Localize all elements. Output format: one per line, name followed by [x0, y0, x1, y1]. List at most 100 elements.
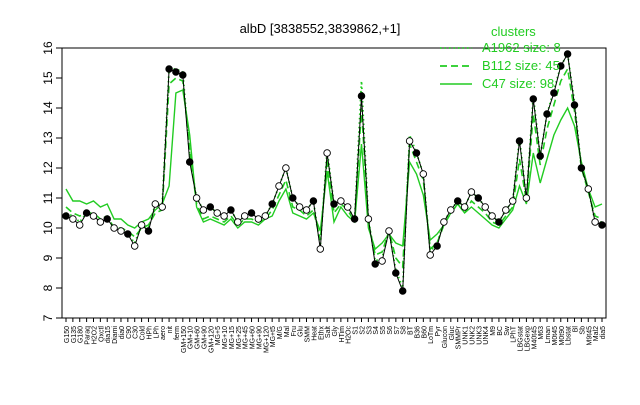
- x-tick-label: Bl: [573, 326, 580, 333]
- x-tick-label: aero: [160, 326, 167, 340]
- x-tick-label: S1: [353, 326, 360, 335]
- x-tick-label: Glucon: [442, 326, 449, 348]
- x-tick-label: G150: [64, 326, 71, 343]
- x-tick-label: GM+120: [208, 326, 215, 353]
- data-point: [117, 227, 125, 235]
- data-point: [447, 206, 455, 214]
- legend: clusters A1962 size: 8 B112 size: 45 C47 s…: [440, 24, 561, 91]
- legend-label-b112: B112 size: 45: [482, 58, 560, 73]
- data-point: [158, 203, 166, 211]
- y-tick-label: 9: [41, 254, 55, 261]
- x-tick-label: B60: [421, 326, 428, 339]
- x-tick-label: UNK1: [463, 326, 470, 345]
- x-tick-label: Sw: [504, 325, 511, 336]
- data-point: [508, 197, 517, 205]
- data-point: [460, 203, 469, 211]
- data-point: [481, 203, 489, 211]
- x-axis: G150 G135 G180 Paraq H2O2 Oxctl dia15 Diami dia0…: [64, 318, 607, 353]
- x-tick-label: Diami: [112, 326, 119, 344]
- data-point: [515, 137, 524, 145]
- series-line-b112: [65, 66, 603, 270]
- data-point: [495, 218, 503, 226]
- data-point: [453, 197, 462, 205]
- y-tick-label: 8: [41, 284, 55, 291]
- data-point: [529, 95, 538, 103]
- data-point: [165, 65, 173, 73]
- data-point: [364, 215, 373, 223]
- data-point: [275, 182, 283, 190]
- data-point: [62, 212, 70, 220]
- x-tick-label: dia15: [105, 326, 112, 343]
- data-points: [62, 50, 606, 295]
- data-point: [295, 203, 304, 211]
- data-point: [234, 218, 242, 226]
- data-point: [474, 194, 483, 202]
- y-tick-label: 10: [41, 221, 55, 235]
- x-tick-label: LPhT: [511, 325, 518, 342]
- data-point: [563, 50, 572, 58]
- data-point: [405, 137, 414, 145]
- x-tick-label: Cold: [140, 326, 147, 341]
- data-point: [240, 212, 249, 220]
- x-tick-label: S7: [394, 326, 401, 335]
- x-tick-label: UNK3: [476, 326, 483, 345]
- x-tick-label: Paraq: [85, 326, 92, 345]
- x-tick-label: SMM: [305, 326, 312, 343]
- data-point: [330, 200, 338, 208]
- data-point: [502, 206, 510, 214]
- x-tick-label: Oxctl: [98, 326, 105, 342]
- y-tick-label: 16: [41, 41, 55, 55]
- x-tick-label: M0t90: [559, 326, 566, 346]
- data-point: [289, 194, 297, 202]
- x-tick-label: G180: [78, 326, 85, 343]
- data-point: [137, 221, 146, 229]
- data-point: [227, 206, 235, 214]
- data-point: [185, 158, 194, 166]
- y-axis: 7 8 9 10 11 12 13 14 15 16: [41, 41, 62, 321]
- x-tick-label: MG+45: [243, 326, 250, 349]
- data-point: [343, 203, 352, 211]
- x-tick-label: M0t45: [552, 326, 559, 346]
- x-tick-label: Lman: [545, 326, 552, 344]
- x-tick-label: ferm: [174, 326, 181, 340]
- x-tick-label: UNK2: [469, 326, 476, 345]
- x-tick-label: Pyr: [435, 325, 442, 336]
- x-tick-label: MG+60: [250, 326, 257, 349]
- x-tick-label: S3: [366, 326, 373, 335]
- data-point: [591, 218, 599, 226]
- data-point: [371, 260, 379, 268]
- x-tick-label: H2Oc: [346, 326, 353, 344]
- data-point: [130, 242, 139, 250]
- x-tick-label: M9: [490, 326, 497, 336]
- x-tick-label: Salt: [325, 326, 332, 338]
- x-tick-label: LPh: [153, 326, 160, 339]
- data-point: [522, 194, 531, 202]
- x-tick-label: HPh: [146, 326, 153, 340]
- x-tick-label: MG+15: [229, 326, 236, 349]
- x-tick-label: Sb: [579, 326, 586, 335]
- data-point: [419, 170, 428, 178]
- data-point: [598, 221, 606, 229]
- x-tick-label: MG+90: [256, 326, 263, 349]
- x-tick-label: S5: [380, 326, 387, 335]
- data-point: [103, 215, 111, 223]
- data-point: [282, 164, 290, 172]
- data-point: [337, 197, 345, 205]
- data-point: [467, 188, 476, 196]
- data-point: [350, 215, 359, 223]
- x-tick-label: B36: [414, 326, 421, 339]
- x-tick-label: BC: [497, 326, 504, 336]
- data-point: [69, 215, 77, 223]
- data-point: [192, 194, 201, 202]
- series-line-c47: [65, 88, 603, 251]
- data-point: [440, 218, 448, 226]
- legend-label-a1962: A1962 size: 8: [482, 40, 561, 55]
- data-point: [261, 212, 270, 220]
- data-point: [179, 71, 187, 79]
- x-tick-label: LBGexp: [524, 326, 531, 351]
- x-tick-label: S2: [359, 326, 366, 335]
- x-tick-label: M40t45: [531, 326, 538, 349]
- data-point: [268, 200, 276, 208]
- x-tick-label: Ethx: [318, 326, 325, 341]
